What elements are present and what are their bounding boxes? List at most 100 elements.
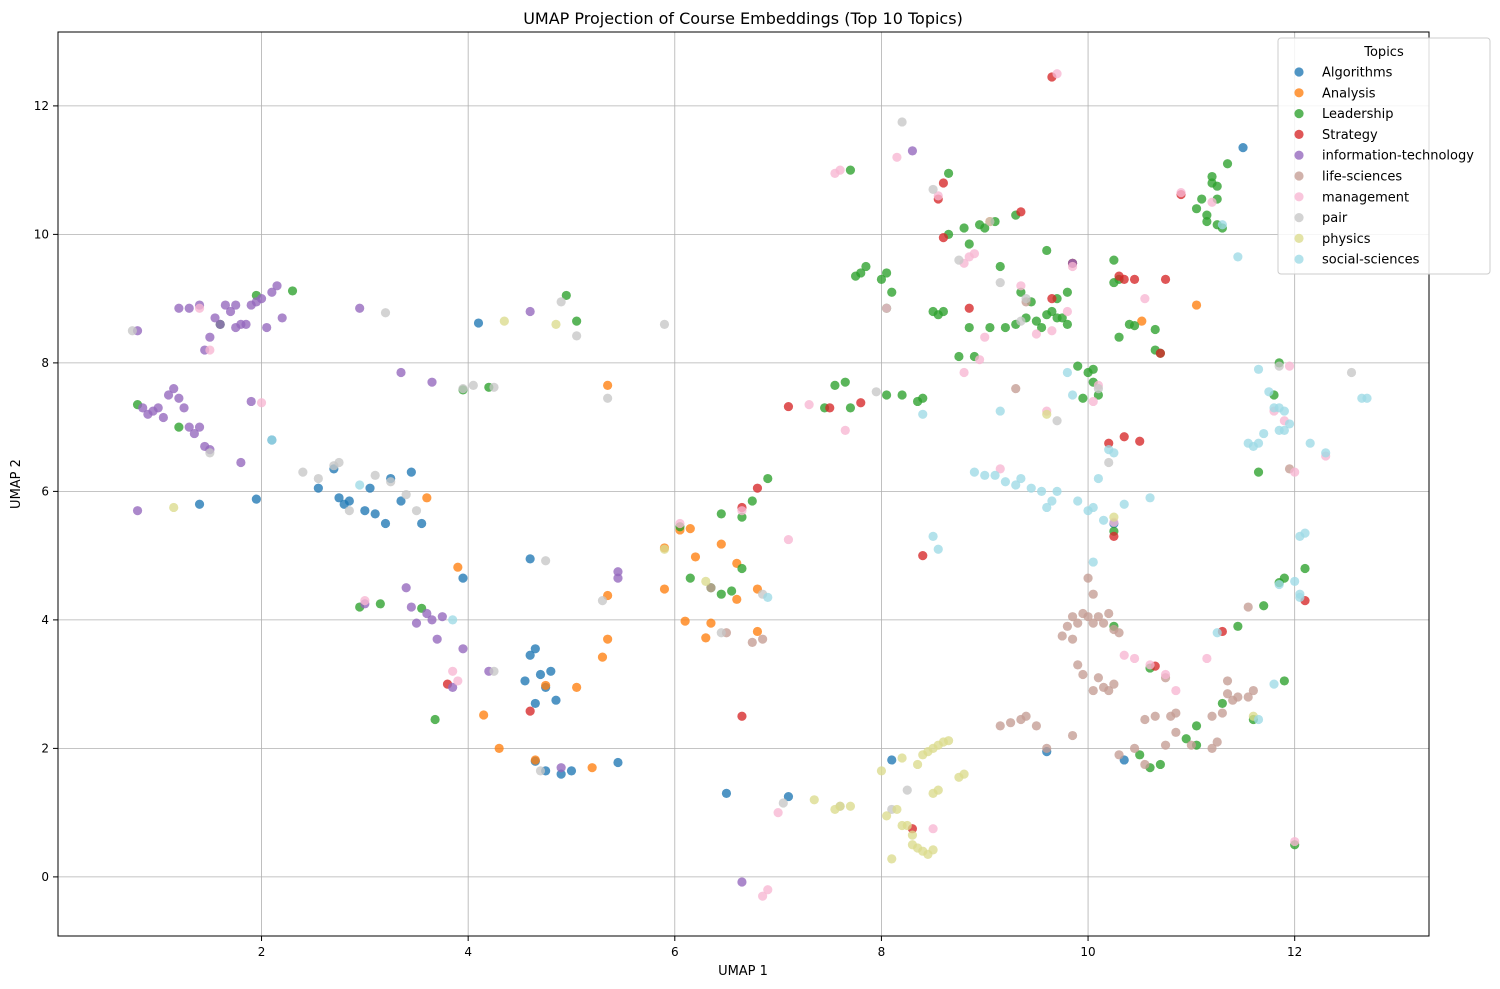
chart-title: UMAP Projection of Course Embeddings (To… bbox=[523, 9, 963, 28]
data-point bbox=[716, 539, 726, 549]
data-point bbox=[1253, 714, 1264, 725]
data-point bbox=[184, 422, 194, 432]
data-point bbox=[1279, 573, 1289, 583]
data-point bbox=[360, 596, 370, 606]
data-point bbox=[690, 552, 701, 562]
data-point bbox=[1016, 473, 1026, 484]
legend-entry-label: pair bbox=[1322, 211, 1348, 226]
data-point bbox=[881, 811, 892, 821]
data-point bbox=[1088, 589, 1098, 599]
data-point bbox=[1073, 361, 1083, 371]
data-point bbox=[1238, 143, 1248, 153]
data-point bbox=[572, 682, 582, 692]
data-point bbox=[184, 303, 194, 313]
data-point bbox=[375, 599, 385, 609]
data-point bbox=[1135, 750, 1145, 760]
data-point bbox=[1233, 252, 1243, 262]
data-point bbox=[959, 769, 969, 779]
data-point bbox=[763, 885, 773, 895]
data-point bbox=[1093, 673, 1103, 683]
data-point bbox=[437, 612, 447, 622]
data-point bbox=[556, 763, 566, 773]
data-point bbox=[907, 146, 918, 156]
data-point bbox=[603, 393, 613, 403]
data-point bbox=[995, 721, 1005, 731]
data-point bbox=[246, 396, 256, 407]
data-point bbox=[205, 345, 215, 355]
data-point bbox=[458, 573, 468, 583]
legend-marker bbox=[1294, 109, 1304, 119]
data-point bbox=[1321, 448, 1331, 458]
data-point bbox=[1176, 188, 1186, 198]
data-point bbox=[1346, 367, 1357, 378]
data-point bbox=[396, 496, 406, 506]
data-point bbox=[964, 303, 974, 313]
series-information-technology bbox=[132, 146, 1078, 887]
data-point bbox=[1150, 324, 1160, 335]
data-point bbox=[1042, 502, 1052, 513]
data-point bbox=[169, 502, 179, 513]
data-point bbox=[566, 766, 577, 776]
data-point bbox=[587, 763, 597, 773]
data-point bbox=[912, 759, 923, 770]
data-point bbox=[427, 377, 437, 387]
y-tick-label: 6 bbox=[41, 484, 49, 498]
data-point bbox=[1067, 730, 1078, 741]
data-point bbox=[427, 615, 437, 625]
data-point bbox=[1207, 743, 1217, 753]
data-point bbox=[422, 608, 432, 619]
data-point bbox=[1011, 480, 1021, 490]
data-point bbox=[928, 531, 938, 541]
data-point bbox=[701, 576, 711, 586]
data-point bbox=[453, 676, 463, 686]
data-point bbox=[943, 168, 954, 178]
data-point bbox=[1222, 159, 1233, 169]
data-point bbox=[856, 398, 866, 408]
data-point bbox=[737, 563, 747, 574]
data-point bbox=[747, 637, 757, 647]
data-point bbox=[1067, 390, 1078, 400]
data-point bbox=[1031, 329, 1042, 339]
data-point bbox=[1093, 390, 1103, 400]
data-point bbox=[406, 602, 416, 612]
data-point bbox=[995, 464, 1005, 474]
data-point bbox=[1088, 396, 1098, 407]
data-point bbox=[856, 268, 866, 278]
data-point bbox=[1011, 383, 1021, 394]
data-point bbox=[1160, 274, 1171, 284]
data-point bbox=[980, 332, 990, 342]
data-point bbox=[995, 406, 1005, 416]
data-point bbox=[830, 380, 840, 390]
data-point bbox=[1155, 759, 1165, 770]
data-point bbox=[396, 367, 406, 378]
data-point bbox=[1078, 393, 1088, 403]
x-tick-label: 10 bbox=[1080, 945, 1095, 959]
data-point bbox=[1233, 621, 1243, 631]
data-point bbox=[530, 644, 540, 654]
data-point bbox=[1067, 612, 1078, 622]
data-point bbox=[675, 518, 685, 529]
legend-entry-label: Strategy bbox=[1322, 128, 1378, 143]
data-point bbox=[1248, 685, 1258, 696]
data-point bbox=[1057, 631, 1067, 641]
data-point bbox=[1016, 316, 1026, 326]
data-point bbox=[964, 322, 974, 333]
data-point bbox=[251, 494, 261, 504]
data-point bbox=[964, 239, 974, 249]
data-point bbox=[1222, 689, 1233, 699]
data-point bbox=[881, 268, 892, 278]
legend-marker bbox=[1294, 171, 1304, 181]
data-point bbox=[1243, 602, 1253, 612]
data-point bbox=[902, 820, 912, 831]
data-point bbox=[597, 596, 608, 606]
data-point bbox=[990, 470, 1000, 480]
data-point bbox=[1191, 204, 1202, 214]
data-point bbox=[845, 403, 856, 413]
y-tick-label: 2 bbox=[41, 741, 49, 755]
data-point bbox=[969, 467, 980, 477]
data-point bbox=[887, 287, 897, 297]
data-point bbox=[380, 308, 391, 318]
data-point bbox=[1109, 448, 1119, 458]
data-point bbox=[918, 551, 928, 561]
data-point bbox=[959, 223, 969, 233]
